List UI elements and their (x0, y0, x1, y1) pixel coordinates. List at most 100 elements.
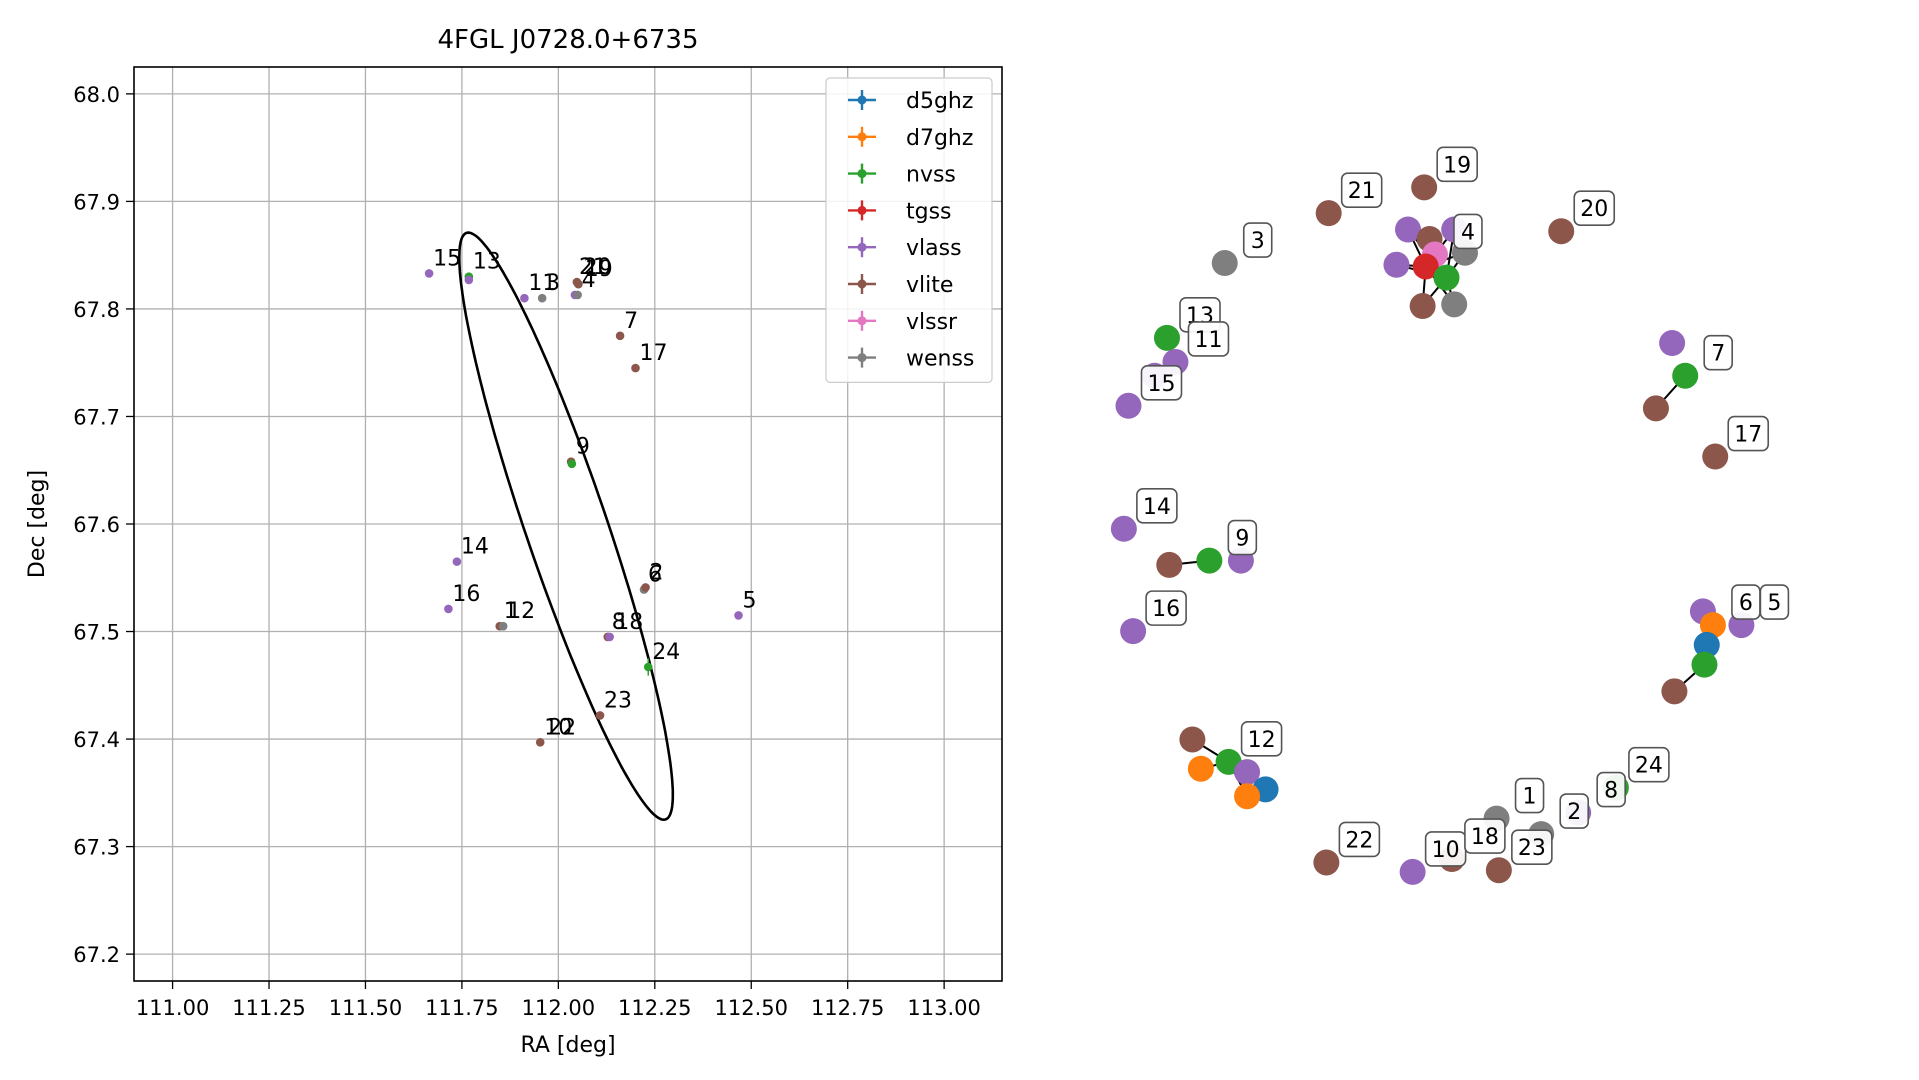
scatter-chart: 4FGL J0728.0+6735 15 13113212019471791416… (25, 25, 1003, 1058)
y-tick-label: 67.6 (73, 513, 120, 537)
graph-node-vlass (1659, 330, 1686, 357)
node-label-box (1145, 590, 1187, 626)
node-label: 21 (1348, 179, 1376, 204)
node-label: 5 (1767, 591, 1781, 616)
node-label-box (1464, 818, 1506, 854)
node-label-box (1453, 213, 1483, 250)
source-points (424, 269, 743, 747)
graph-node-vlite (1485, 857, 1512, 884)
legend: d5ghz d7ghz nvss tgss vlass vlite vlssr wenss (825, 77, 993, 383)
point-label: 6 (648, 563, 662, 588)
x-tick-label: 112.25 (618, 996, 691, 1020)
legend-box (825, 77, 993, 383)
graph-node-vlite (1313, 849, 1340, 876)
error-ellipse-layer (457, 231, 675, 822)
source-point-nvss (643, 662, 653, 672)
source-point-vlass (520, 293, 529, 303)
point-label: 3 (546, 271, 560, 296)
source-point-vlite (574, 279, 583, 289)
node-label-box (1240, 721, 1283, 757)
source-point-nvss (567, 459, 577, 469)
legend-marker-dot (857, 242, 867, 252)
node-label-box (1703, 334, 1733, 371)
graph-node-nvss (1196, 547, 1223, 574)
legend-marker-dot (857, 316, 867, 326)
node-label-box (1514, 777, 1545, 814)
graph-node-vlite (1702, 443, 1729, 470)
graph-node-vlass (1395, 216, 1421, 243)
source-point-vlite (641, 583, 650, 592)
point-label: 20 (584, 255, 612, 280)
point-label: 8 (612, 610, 626, 635)
x-tick-label: 111.00 (136, 996, 209, 1020)
graph-node-vlite (1548, 218, 1575, 245)
point-label: 5 (743, 588, 757, 613)
y-axis-label: Dec [deg] (25, 470, 50, 578)
point-label: 13 (473, 250, 501, 275)
source-point-vlass (734, 611, 743, 620)
y-tick-label: 67.7 (73, 405, 120, 429)
point-label: 16 (452, 582, 480, 607)
legend-marker-dot (857, 205, 867, 215)
graph-node-vlass (1115, 392, 1142, 419)
point-label: 17 (640, 341, 668, 366)
legend-marker-dot (857, 132, 867, 142)
graph-node-tgss (1412, 253, 1439, 280)
graph-node-vlite (1409, 293, 1436, 320)
source-point-vlass (444, 604, 453, 614)
grid (134, 67, 1002, 981)
source-point-wenss (498, 621, 508, 631)
y-tick-label: 68.0 (73, 83, 120, 107)
node-label-box (1242, 222, 1273, 258)
legend-entry-wenss: wenss (906, 347, 974, 372)
source-point-wenss (573, 290, 582, 300)
source-point-vlass (464, 275, 474, 285)
y-tick-label: 67.2 (73, 943, 120, 967)
point-label: 12 (507, 599, 535, 624)
legend-entry-d5ghz: d5ghz (906, 89, 973, 114)
point-label: 7 (624, 309, 638, 334)
node-label: 15 (1147, 372, 1175, 397)
legend-entry-d7ghz: d7ghz (906, 126, 973, 151)
graph-node-vlass (1234, 759, 1261, 786)
source-point-vlass (452, 557, 462, 566)
node-label: 16 (1152, 597, 1180, 622)
graph-node-vlite (1661, 678, 1688, 705)
graph-node-nvss (1672, 362, 1699, 389)
y-tick-label: 67.3 (73, 836, 120, 860)
chart-title: 4FGL J0728.0+6735 (438, 25, 699, 55)
graph-node-vlite (1179, 726, 1206, 753)
x-tick-label: 112.75 (811, 996, 884, 1020)
source-point-vlite (631, 363, 640, 373)
graph-node-wenss (1211, 250, 1238, 277)
source-point-vlass (424, 269, 434, 278)
legend-entry-vlass: vlass (906, 236, 962, 261)
x-axis-label: RA [deg] (520, 1033, 615, 1058)
legend-entry-vlite: vlite (906, 273, 953, 298)
node-label: 2 (1567, 800, 1581, 825)
point-label: 19 (585, 257, 613, 282)
node-label: 12 (1248, 728, 1276, 753)
node-label: 7 (1711, 342, 1725, 367)
point-label: 14 (461, 535, 489, 560)
point-label: 9 (576, 435, 590, 460)
graph-node-nvss (1691, 651, 1718, 678)
node-label: 20 (1580, 197, 1608, 222)
point-label: 2 (650, 560, 664, 585)
x-tick-label: 112.50 (715, 996, 788, 1020)
x-tick-label: 111.25 (232, 996, 305, 1020)
point-label: 18 (615, 610, 643, 635)
node-label-box (1436, 146, 1478, 183)
node-label: 3 (1251, 229, 1265, 254)
graph-node-vlass (1383, 251, 1410, 278)
point-label: 1 (504, 599, 518, 624)
source-point-vlite (615, 331, 625, 341)
y-tick-label: 67.8 (73, 298, 120, 322)
graph-node-nvss (1433, 264, 1460, 291)
point-label: 11 (528, 271, 556, 296)
graph-node-vlite (1411, 174, 1438, 201)
